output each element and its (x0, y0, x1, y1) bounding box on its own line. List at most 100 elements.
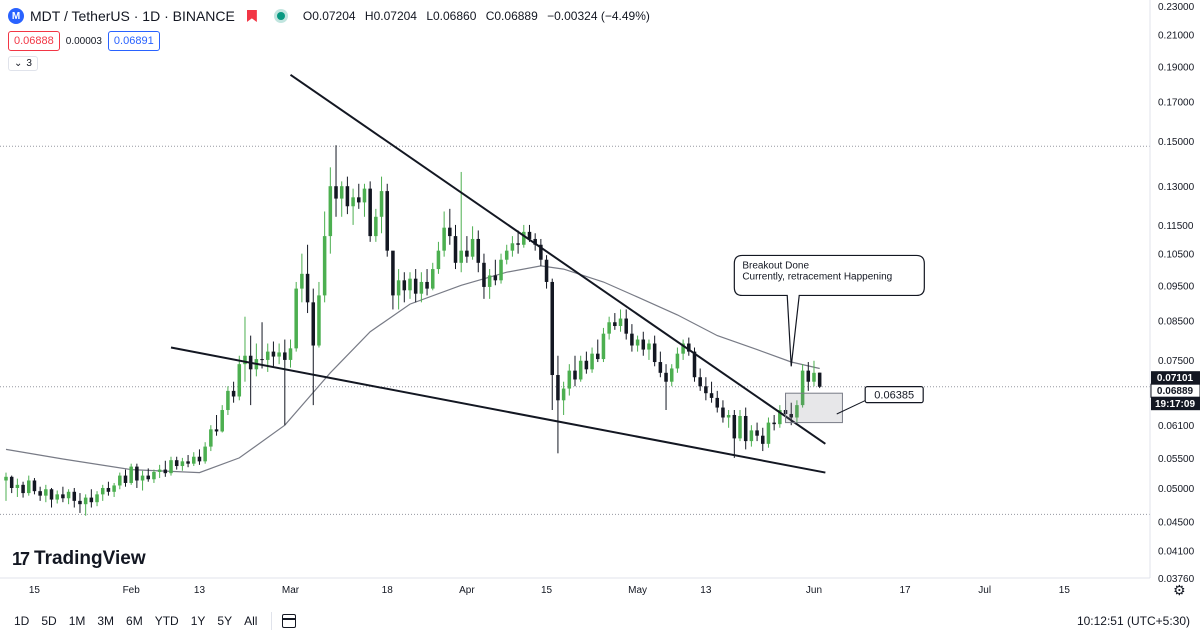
candle-body (590, 353, 594, 370)
candle-body (283, 352, 287, 360)
calendar-icon[interactable] (282, 614, 297, 628)
candle (203, 442, 207, 464)
range-1m[interactable]: 1M (68, 614, 86, 628)
candle-body (4, 476, 8, 481)
candle-body (44, 489, 48, 496)
indicators-toggle[interactable]: ⌄ 3 (8, 56, 38, 71)
candle (732, 410, 737, 458)
symbol-title[interactable]: MDT / TetherUS · 1D · BINANCE (30, 8, 235, 24)
x-tick-label: 13 (700, 585, 712, 596)
candle-body (402, 280, 407, 291)
candle (357, 183, 361, 209)
flag-icon[interactable] (246, 10, 257, 22)
candle (89, 489, 94, 508)
candle-body (277, 352, 281, 357)
x-tick-label: 15 (29, 585, 41, 596)
candle (510, 236, 515, 257)
y-tick-label: 0.15000 (1158, 137, 1195, 148)
descending-trendline (289, 73, 826, 445)
candle-body (504, 250, 509, 260)
candle (374, 208, 378, 242)
candle (44, 484, 48, 503)
candle (584, 351, 589, 374)
candle (311, 288, 316, 406)
candle (658, 351, 663, 378)
price-scale-label: 0.06889 (1157, 386, 1194, 397)
candle (345, 176, 350, 215)
range-ytd[interactable]: YTD (154, 614, 179, 628)
candle-body (499, 259, 503, 281)
candle (772, 414, 776, 431)
candle (641, 331, 646, 356)
buy-price-button[interactable]: 0.06891 (107, 31, 160, 51)
ohlc-open: O0.07204 (302, 9, 356, 23)
candle (283, 339, 287, 426)
range-6m[interactable]: 6M (126, 614, 143, 628)
candle-body (374, 216, 378, 237)
candle (561, 381, 566, 415)
y-tick-label: 0.11500 (1158, 221, 1194, 232)
candle (550, 278, 555, 411)
candle-body (152, 471, 156, 480)
x-tick-label: Jul (978, 585, 991, 596)
tradingview-logo[interactable]: 17 TradingView (12, 548, 146, 570)
candle (476, 230, 481, 273)
range-5y[interactable]: 5Y (217, 614, 233, 628)
candle-body (140, 475, 145, 481)
gear-icon[interactable]: ⚙ (1173, 582, 1186, 598)
candle-body (738, 415, 742, 439)
candle-body (226, 390, 230, 411)
candle-body (658, 362, 663, 373)
candle (288, 339, 293, 368)
candle-body (482, 262, 486, 287)
candle-body (237, 364, 242, 397)
candle-body (243, 355, 247, 365)
candle (539, 238, 543, 266)
candle (368, 181, 372, 242)
clock-timezone[interactable]: 10:12:51 (UTC+5:30) (1076, 614, 1190, 628)
candle-body (95, 494, 99, 503)
candle (66, 489, 71, 505)
candle-body (112, 485, 116, 492)
sell-price-button[interactable]: 0.06888 (8, 31, 60, 51)
candle-body (652, 343, 657, 363)
range-1y[interactable]: 1Y (190, 614, 206, 628)
candle (391, 250, 395, 310)
candle-body (271, 351, 276, 357)
candle-body (698, 377, 702, 387)
candle (601, 327, 606, 363)
candle-body (78, 500, 82, 505)
candle (237, 355, 242, 401)
y-tick-label: 0.19000 (1158, 62, 1195, 73)
candle-body (800, 370, 805, 406)
candle (100, 484, 105, 501)
x-tick-label: 15 (1059, 585, 1071, 596)
tradingview-mark-icon: 17 (12, 548, 30, 569)
x-tick-label: 17 (899, 585, 911, 596)
candle-body (362, 188, 367, 203)
spread-value: 0.00003 (65, 35, 102, 47)
candle-body (9, 476, 14, 488)
y-tick-label: 0.17000 (1158, 97, 1195, 108)
callout-text-line: Currently, retracement Happening (742, 271, 892, 282)
candle-body (317, 295, 321, 346)
range-5d[interactable]: 5D (41, 614, 57, 628)
candle (61, 486, 65, 503)
candle-body (527, 231, 532, 239)
candle (595, 339, 600, 363)
price-scale-label-bg (1151, 397, 1200, 411)
range-3m[interactable]: 3M (97, 614, 115, 628)
candle (544, 255, 549, 289)
candle (152, 469, 156, 483)
candle-body (630, 333, 634, 346)
candle-body (618, 318, 623, 327)
candle (135, 463, 139, 488)
candle-body (556, 375, 560, 401)
range-all[interactable]: All (244, 614, 258, 628)
candle (652, 335, 657, 367)
candle-body (761, 435, 765, 444)
candle-body (15, 484, 20, 488)
candle-body (601, 333, 606, 360)
range-1d[interactable]: 1D (14, 614, 30, 628)
